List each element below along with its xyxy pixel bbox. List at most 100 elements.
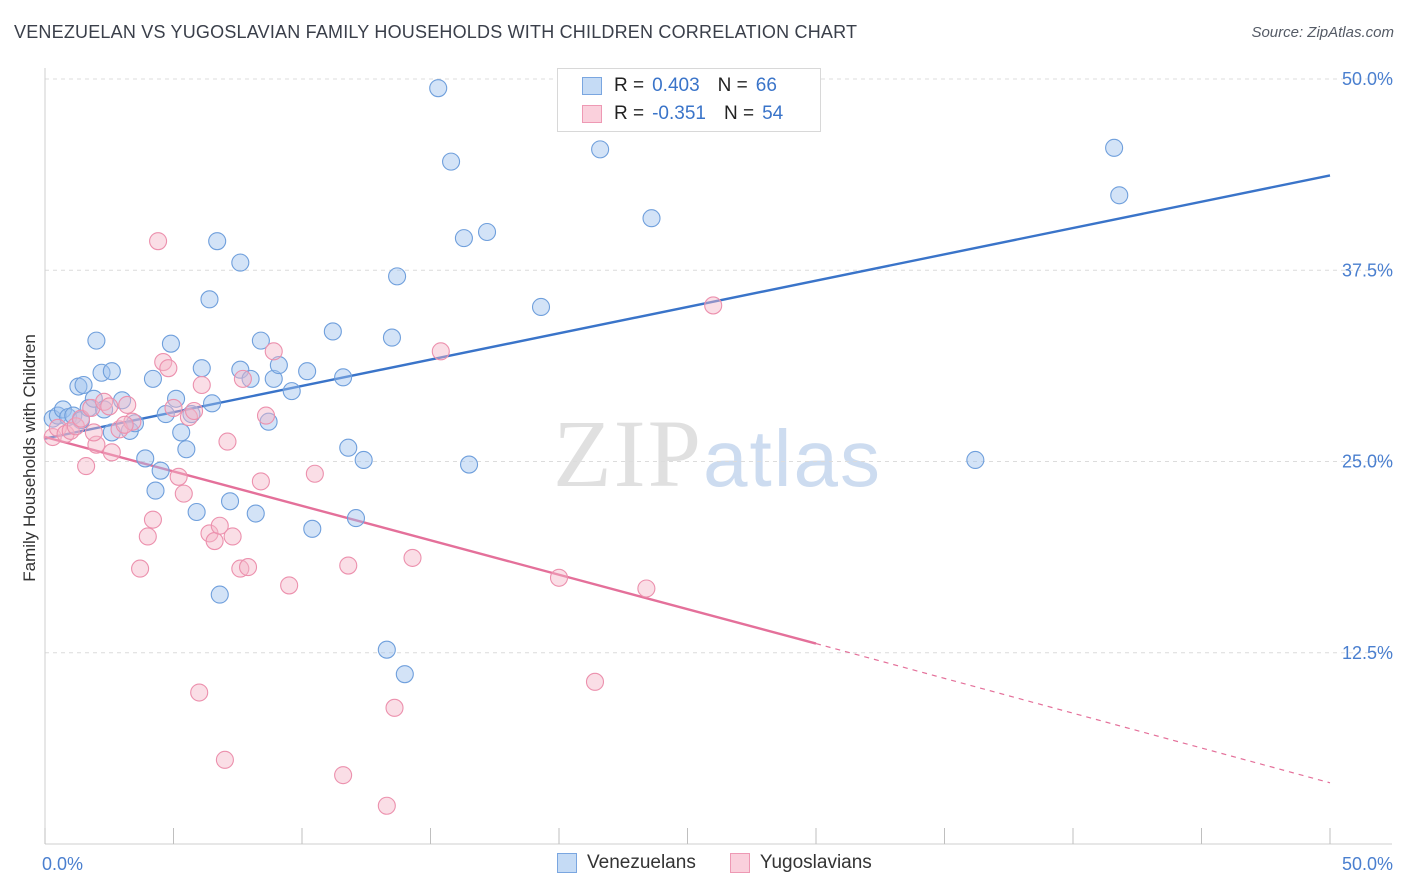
trend-line-yugoslavians-extension [815, 642, 1331, 784]
series-legend-venezuelans: Venezuelans [557, 852, 696, 874]
point-yugoslavians [215, 750, 234, 769]
trend-line-yugoslavians [44, 435, 817, 645]
point-venezuelans [303, 519, 322, 538]
point-yugoslavians [192, 375, 211, 395]
x-tick-label: 0.0% [42, 854, 83, 874]
point-yugoslavians [149, 232, 168, 251]
point-yugoslavians [143, 510, 162, 529]
correlation-legend: R = 0.403 N = 66 R = -0.351 N = 54 [557, 68, 821, 132]
point-venezuelans [282, 382, 301, 401]
point-yugoslavians [431, 342, 450, 361]
point-venezuelans [388, 267, 407, 286]
y-axis-label: Family Households with Children [20, 334, 39, 582]
point-venezuelans [210, 585, 229, 604]
point-venezuelans [1105, 138, 1124, 157]
series-label-yugoslavians: Yugoslavians [759, 852, 872, 873]
point-yugoslavians [138, 527, 157, 546]
legend-swatch-yugoslavians [582, 105, 602, 123]
point-venezuelans [339, 438, 358, 457]
source-label: Source: ZipAtlas.com [1251, 24, 1394, 41]
point-yugoslavians [637, 579, 656, 598]
y-tick-label: 50.0% [1342, 69, 1393, 89]
point-yugoslavians [223, 527, 242, 546]
point-yugoslavians [185, 401, 204, 421]
axes [44, 68, 1392, 845]
point-venezuelans [203, 394, 222, 413]
point-venezuelans [192, 359, 211, 378]
point-venezuelans [269, 356, 288, 375]
point-yugoslavians [205, 532, 224, 551]
point-venezuelans [231, 253, 250, 272]
point-yugoslavians [233, 369, 252, 388]
point-venezuelans [531, 297, 551, 317]
point-yugoslavians [77, 457, 96, 476]
legend-n-value: 54 [762, 103, 784, 124]
point-yugoslavians [115, 415, 134, 434]
point-venezuelans [143, 369, 162, 388]
point-venezuelans [298, 362, 317, 381]
point-venezuelans [395, 665, 414, 684]
point-yugoslavians [251, 472, 270, 491]
tick-labels: 12.5% 25.0% 37.5% 50.0% 0.0% 50.0% [42, 69, 1393, 874]
point-yugoslavians [385, 698, 404, 717]
point-venezuelans [251, 331, 270, 350]
legend-n-label: N = [717, 75, 748, 96]
point-venezuelans [43, 409, 62, 428]
point-venezuelans [161, 334, 180, 353]
point-yugoslavians [264, 342, 283, 361]
point-yugoslavians [585, 672, 605, 691]
point-venezuelans [442, 152, 461, 171]
point-yugoslavians [305, 464, 324, 483]
point-venezuelans [642, 209, 661, 228]
point-venezuelans [146, 481, 165, 500]
legend-row-yugoslavians: R = -0.351 N = 54 [582, 101, 783, 127]
point-venezuelans [200, 290, 219, 309]
point-yugoslavians [549, 568, 569, 587]
point-yugoslavians [100, 397, 119, 416]
point-venezuelans [377, 640, 396, 659]
point-yugoslavians [102, 443, 121, 462]
legend-r-label: R = [614, 75, 645, 96]
watermark: ZIPatlas [553, 398, 882, 509]
data-points [43, 79, 1129, 815]
point-venezuelans [136, 449, 155, 468]
point-venezuelans [454, 229, 473, 248]
point-yugoslavians [704, 296, 723, 315]
point-yugoslavians [334, 766, 353, 785]
legend-r-value: 0.403 [652, 75, 700, 96]
point-venezuelans [477, 222, 497, 242]
point-venezuelans [102, 362, 121, 381]
point-venezuelans [429, 79, 448, 98]
point-yugoslavians [256, 406, 276, 425]
series-label-venezuelans: Venezuelans [587, 852, 696, 873]
point-yugoslavians [280, 576, 299, 595]
point-yugoslavians [164, 398, 183, 418]
legend-r-label: R = [614, 103, 645, 124]
point-venezuelans [151, 461, 170, 480]
point-venezuelans [220, 492, 240, 511]
legend-n-value: 66 [755, 75, 777, 96]
series-swatch-venezuelans [557, 853, 577, 873]
trend-line-venezuelans [44, 174, 1331, 440]
point-yugoslavians [118, 395, 137, 414]
point-yugoslavians [377, 796, 396, 815]
point-venezuelans [354, 450, 373, 470]
series-legend: Venezuelans Yugoslavians [557, 852, 906, 874]
point-yugoslavians [84, 423, 103, 442]
point-yugoslavians [403, 548, 422, 567]
point-venezuelans [591, 140, 610, 159]
point-yugoslavians [218, 432, 237, 451]
point-yugoslavians [169, 467, 188, 486]
point-yugoslavians [210, 516, 229, 535]
point-venezuelans [241, 369, 260, 388]
point-venezuelans [182, 405, 201, 424]
legend-n-label: N = [723, 103, 755, 124]
point-venezuelans [334, 368, 353, 387]
trend-lines [44, 174, 1331, 784]
series-swatch-yugoslavians [729, 853, 750, 873]
point-venezuelans [264, 369, 283, 388]
point-venezuelans [172, 423, 191, 442]
point-venezuelans [323, 322, 342, 341]
point-venezuelans [246, 504, 265, 523]
